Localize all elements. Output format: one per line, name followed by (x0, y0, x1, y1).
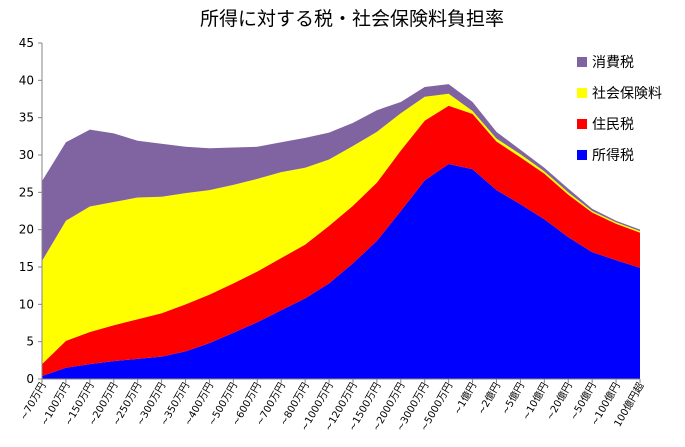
legend-swatch (577, 150, 587, 160)
legend-label: 消費税 (592, 55, 634, 71)
y-tick-label: 30 (19, 148, 34, 162)
area-series-2 (42, 93, 640, 365)
y-tick-label: 15 (19, 260, 34, 274)
area-series-3 (42, 84, 640, 262)
legend-swatch (577, 119, 587, 129)
y-tick-label: 0 (26, 372, 34, 386)
y-tick-label: 45 (19, 36, 34, 50)
x-tick-label: ~2億円 (474, 380, 503, 417)
legend-swatch (577, 88, 587, 98)
x-tick-label: ~5億円 (498, 380, 527, 417)
legend-label: 所得税 (592, 147, 634, 164)
legend-swatch (577, 57, 587, 67)
y-tick-label: 20 (19, 223, 34, 237)
legend-label: 住民税 (592, 117, 634, 133)
y-tick-label: 10 (19, 297, 34, 311)
plot-areas (42, 84, 640, 379)
area-series-1 (42, 105, 640, 377)
y-tick-label: 40 (19, 73, 34, 87)
y-tick-label: 5 (26, 335, 34, 349)
x-axis: ~70万円~100万円~150万円~200万円~250万円~300万円~350万… (19, 378, 647, 433)
y-tick-label: 35 (19, 111, 34, 125)
legend-label: 社会保険料 (592, 86, 662, 102)
area-series-0 (42, 163, 640, 379)
chart-title: 所得に対する税・社会保険料負担率 (200, 8, 504, 30)
y-tick-label: 25 (19, 185, 34, 199)
y-axis: 0 5 10 15 20 25 30 35 40 45 (19, 36, 43, 386)
x-tick-label: ~1億円 (451, 380, 480, 417)
